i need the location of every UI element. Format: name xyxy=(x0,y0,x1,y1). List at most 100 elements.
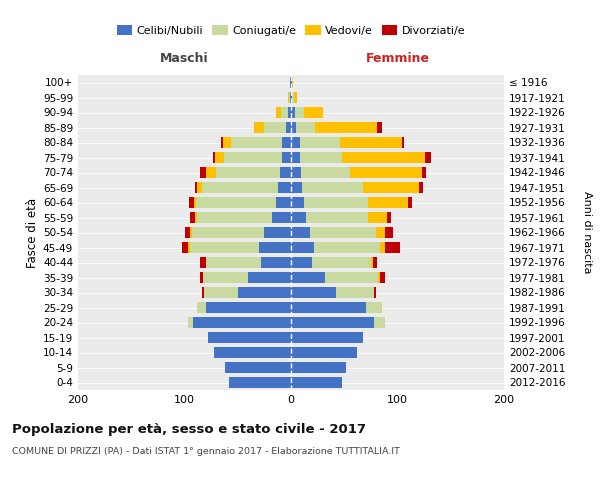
Bar xyxy=(291,122,382,133)
Bar xyxy=(188,317,291,328)
Bar xyxy=(203,287,291,298)
Bar xyxy=(291,332,364,343)
Bar xyxy=(291,152,342,163)
Bar xyxy=(291,197,304,208)
Bar xyxy=(291,347,357,358)
Bar xyxy=(229,377,291,388)
Bar xyxy=(192,227,291,238)
Bar xyxy=(283,137,291,148)
Bar xyxy=(208,332,291,343)
Bar xyxy=(291,212,391,223)
Bar xyxy=(291,197,408,208)
Legend: Celibi/Nubili, Coniugati/e, Vedovi/e, Divorziati/e: Celibi/Nubili, Coniugati/e, Vedovi/e, Di… xyxy=(115,22,467,38)
Bar xyxy=(291,107,295,118)
Bar xyxy=(291,92,298,103)
Bar xyxy=(291,152,431,163)
Bar xyxy=(197,182,291,193)
Bar xyxy=(276,107,291,118)
Bar xyxy=(291,77,293,88)
Bar xyxy=(291,287,376,298)
Bar xyxy=(291,227,310,238)
Bar xyxy=(288,92,291,103)
Bar xyxy=(291,257,377,268)
Bar xyxy=(291,347,357,358)
Bar xyxy=(291,212,306,223)
Bar xyxy=(190,227,291,238)
Bar xyxy=(290,77,291,88)
Bar xyxy=(291,77,293,88)
Bar xyxy=(185,227,291,238)
Bar xyxy=(214,347,291,358)
Bar xyxy=(291,242,380,253)
Bar xyxy=(291,362,346,373)
Bar xyxy=(200,167,291,178)
Bar xyxy=(208,332,291,343)
Bar xyxy=(265,227,291,238)
Bar xyxy=(291,317,374,328)
Bar xyxy=(291,137,340,148)
Bar xyxy=(291,197,368,208)
Bar xyxy=(196,197,291,208)
Bar xyxy=(291,362,346,373)
Bar xyxy=(214,347,291,358)
Bar xyxy=(291,242,385,253)
Text: Femmine: Femmine xyxy=(365,52,430,65)
Bar xyxy=(281,107,291,118)
Bar xyxy=(291,257,373,268)
Bar xyxy=(259,242,291,253)
Bar xyxy=(203,272,291,283)
Bar xyxy=(203,287,291,298)
Bar xyxy=(193,317,291,328)
Bar xyxy=(291,332,364,343)
Text: COMUNE DI PRIZZI (PA) - Dati ISTAT 1° gennaio 2017 - Elaborazione TUTTITALIA.IT: COMUNE DI PRIZZI (PA) - Dati ISTAT 1° ge… xyxy=(12,448,400,456)
Bar xyxy=(214,347,291,358)
Bar xyxy=(188,242,291,253)
Bar xyxy=(208,332,291,343)
Bar xyxy=(202,182,291,193)
Bar xyxy=(197,212,291,223)
Bar xyxy=(291,257,313,268)
Bar xyxy=(206,302,291,313)
Bar xyxy=(197,302,291,313)
Bar xyxy=(291,197,412,208)
Bar xyxy=(188,317,291,328)
Bar xyxy=(291,137,402,148)
Bar xyxy=(214,347,291,358)
Bar xyxy=(206,167,291,178)
Bar xyxy=(291,107,304,118)
Bar xyxy=(291,242,400,253)
Bar xyxy=(206,257,291,268)
Bar xyxy=(291,317,385,328)
Bar xyxy=(276,197,291,208)
Bar xyxy=(291,167,422,178)
Bar xyxy=(291,272,385,283)
Bar xyxy=(291,272,325,283)
Bar xyxy=(189,197,291,208)
Bar xyxy=(238,287,291,298)
Bar xyxy=(278,182,291,193)
Bar xyxy=(254,122,291,133)
Bar xyxy=(200,272,291,283)
Bar xyxy=(225,362,291,373)
Bar xyxy=(283,152,291,163)
Bar xyxy=(290,77,291,88)
Bar xyxy=(291,152,299,163)
Bar xyxy=(197,302,291,313)
Bar xyxy=(291,362,346,373)
Bar xyxy=(291,107,323,118)
Bar xyxy=(188,317,291,328)
Bar xyxy=(286,122,291,133)
Bar xyxy=(291,317,385,328)
Bar xyxy=(291,377,342,388)
Bar xyxy=(272,212,291,223)
Bar xyxy=(276,107,291,118)
Y-axis label: Anni di nascita: Anni di nascita xyxy=(582,191,592,274)
Bar xyxy=(291,212,368,223)
Bar xyxy=(206,257,291,268)
Bar xyxy=(232,137,291,148)
Bar xyxy=(291,122,377,133)
Bar xyxy=(291,302,365,313)
Bar xyxy=(291,92,292,103)
Bar xyxy=(291,287,374,298)
Bar xyxy=(221,137,291,148)
